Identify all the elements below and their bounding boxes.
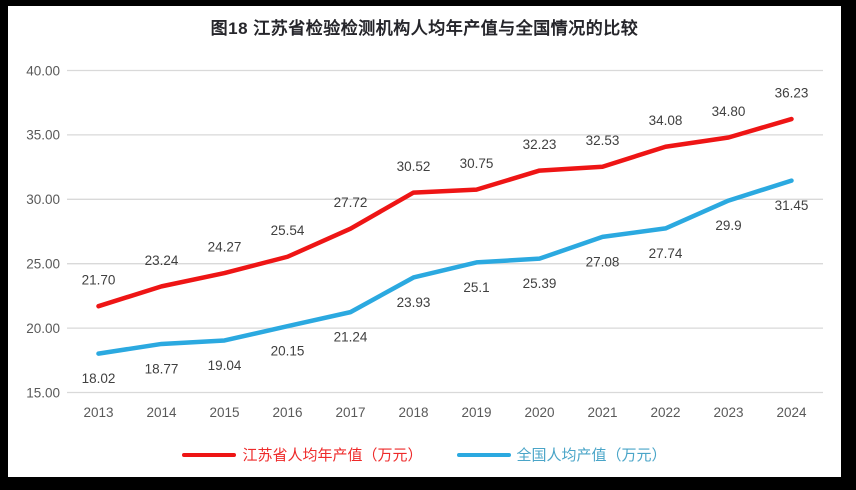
data-label: 30.75 <box>460 156 494 171</box>
data-label: 27.74 <box>649 246 683 261</box>
y-tick-label: 30.00 <box>26 192 60 207</box>
data-label: 23.93 <box>397 295 431 310</box>
x-tick-label: 2014 <box>146 405 177 420</box>
x-tick-label: 2024 <box>776 405 807 420</box>
x-tick-label: 2022 <box>650 405 680 420</box>
x-tick-label: 2023 <box>713 405 743 420</box>
x-tick-label: 2016 <box>272 405 302 420</box>
data-label: 27.72 <box>334 195 368 210</box>
data-label: 21.70 <box>82 273 116 288</box>
series-line-jiangsu <box>96 116 794 309</box>
y-tick-label: 35.00 <box>26 128 60 143</box>
data-label: 24.27 <box>208 240 242 255</box>
data-label: 30.52 <box>397 159 431 174</box>
data-label: 25.39 <box>523 276 557 291</box>
data-label: 19.04 <box>208 358 242 373</box>
chart-legend: 江苏省人均年产值（万元） 全国人均产值（万元） <box>8 444 841 465</box>
x-tick-label: 2019 <box>461 405 491 420</box>
data-label: 34.80 <box>712 104 746 119</box>
x-tick-label: 2021 <box>587 405 617 420</box>
legend-label-jiangsu: 江苏省人均年产值（万元） <box>242 447 423 464</box>
legend-label-national: 全国人均产值（万元） <box>516 447 667 464</box>
data-label: 18.02 <box>82 371 116 386</box>
data-label: 29.9 <box>715 218 741 233</box>
legend-item-jiangsu: 江苏省人均年产值（万元） <box>182 444 423 465</box>
jiangsu-line-swatch-icon <box>182 452 237 457</box>
data-label: 25.54 <box>271 223 305 238</box>
series-line-national <box>96 178 794 356</box>
national-line-swatch-icon <box>456 452 511 457</box>
data-label: 25.1 <box>463 280 489 295</box>
data-label: 18.77 <box>145 361 179 376</box>
data-label: 23.24 <box>145 253 179 268</box>
data-label: 36.23 <box>775 86 809 101</box>
y-tick-label: 15.00 <box>26 385 60 400</box>
y-tick-label: 25.00 <box>26 257 60 272</box>
x-tick-label: 2020 <box>524 405 554 420</box>
chart-background <box>8 6 841 477</box>
x-tick-label: 2015 <box>209 405 239 420</box>
y-tick-label: 20.00 <box>26 321 60 336</box>
data-label: 34.08 <box>649 113 683 128</box>
legend-item-national: 全国人均产值（万元） <box>456 444 667 465</box>
x-tick-label: 2018 <box>398 405 428 420</box>
data-label: 32.53 <box>586 133 620 148</box>
data-label: 27.08 <box>586 254 620 269</box>
chart-title: 图18 江苏省检验检测机构人均年产值与全国情况的比较 <box>210 19 639 38</box>
x-tick-label: 2017 <box>335 405 365 420</box>
data-label: 21.24 <box>334 330 368 345</box>
data-label: 32.23 <box>523 137 557 152</box>
y-tick-label: 40.00 <box>26 63 60 78</box>
data-label: 20.15 <box>271 344 305 359</box>
data-label: 31.45 <box>775 198 809 213</box>
x-tick-label: 2013 <box>83 405 113 420</box>
